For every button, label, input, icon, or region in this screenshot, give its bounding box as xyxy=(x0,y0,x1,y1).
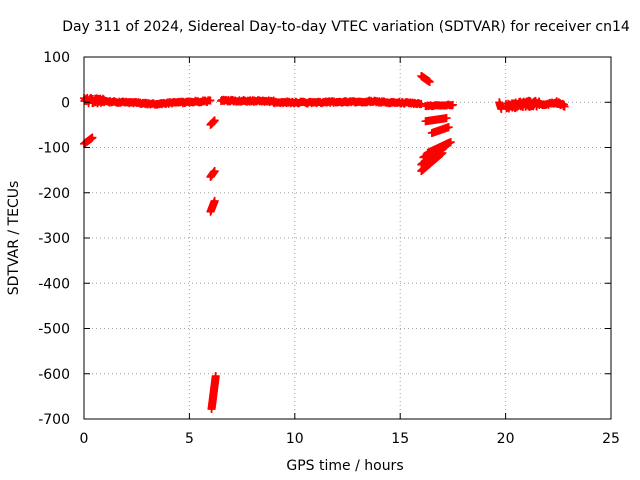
data-point xyxy=(417,99,426,108)
x-tick-label: 5 xyxy=(185,431,194,447)
data-point xyxy=(88,133,97,142)
grid-lines xyxy=(84,57,611,419)
x-axis-label: GPS time / hours xyxy=(286,458,403,474)
data-point xyxy=(442,114,451,123)
x-tick-label: 0 xyxy=(80,431,89,447)
data-point xyxy=(210,116,219,125)
y-tick-label: 100 xyxy=(43,50,70,66)
y-tick-label: -100 xyxy=(38,141,70,157)
data-point xyxy=(425,77,434,86)
data-point xyxy=(560,102,569,111)
x-tick-label: 15 xyxy=(391,431,409,447)
x-tick-label: 20 xyxy=(497,431,515,447)
y-tick-label: -200 xyxy=(38,186,70,202)
y-tick-label: -400 xyxy=(38,276,70,292)
x-tick-label: 10 xyxy=(286,431,304,447)
data-point xyxy=(206,96,215,105)
data-points xyxy=(80,72,569,414)
data-point xyxy=(210,167,219,176)
y-tick-label: -600 xyxy=(38,367,70,383)
y-tick-label: -700 xyxy=(38,412,70,428)
y-tick-label: -300 xyxy=(38,231,70,247)
axis-ticks: 0 5 10 15 20 25 100 0 -100 -200 -300 -400 -500 -600 -7… xyxy=(38,50,620,447)
data-point xyxy=(448,100,457,109)
data-point xyxy=(210,196,219,205)
x-tick-label: 25 xyxy=(602,431,620,447)
y-tick-label: -500 xyxy=(38,322,70,338)
y-tick-label: 0 xyxy=(61,95,70,111)
data-point xyxy=(446,138,455,147)
chart-title: Day 311 of 2024, Sidereal Day-to-day VTE… xyxy=(62,19,630,35)
y-axis-label: SDTVAR / TECUs xyxy=(6,181,22,296)
data-point xyxy=(444,123,453,132)
data-point xyxy=(211,372,220,381)
